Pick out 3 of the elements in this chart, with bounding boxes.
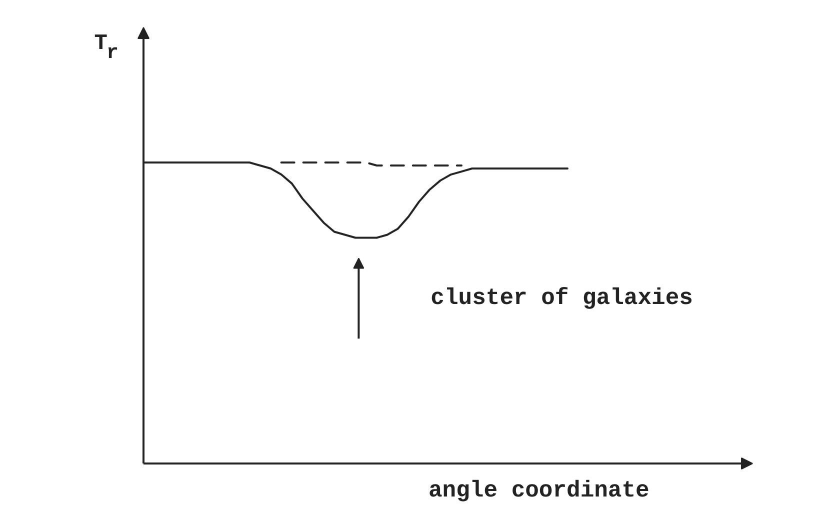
annotation: cluster of galaxies: [430, 284, 693, 311]
x-axis-title: angle coordinate: [428, 478, 650, 504]
y-axis-title: Tr: [94, 31, 119, 65]
